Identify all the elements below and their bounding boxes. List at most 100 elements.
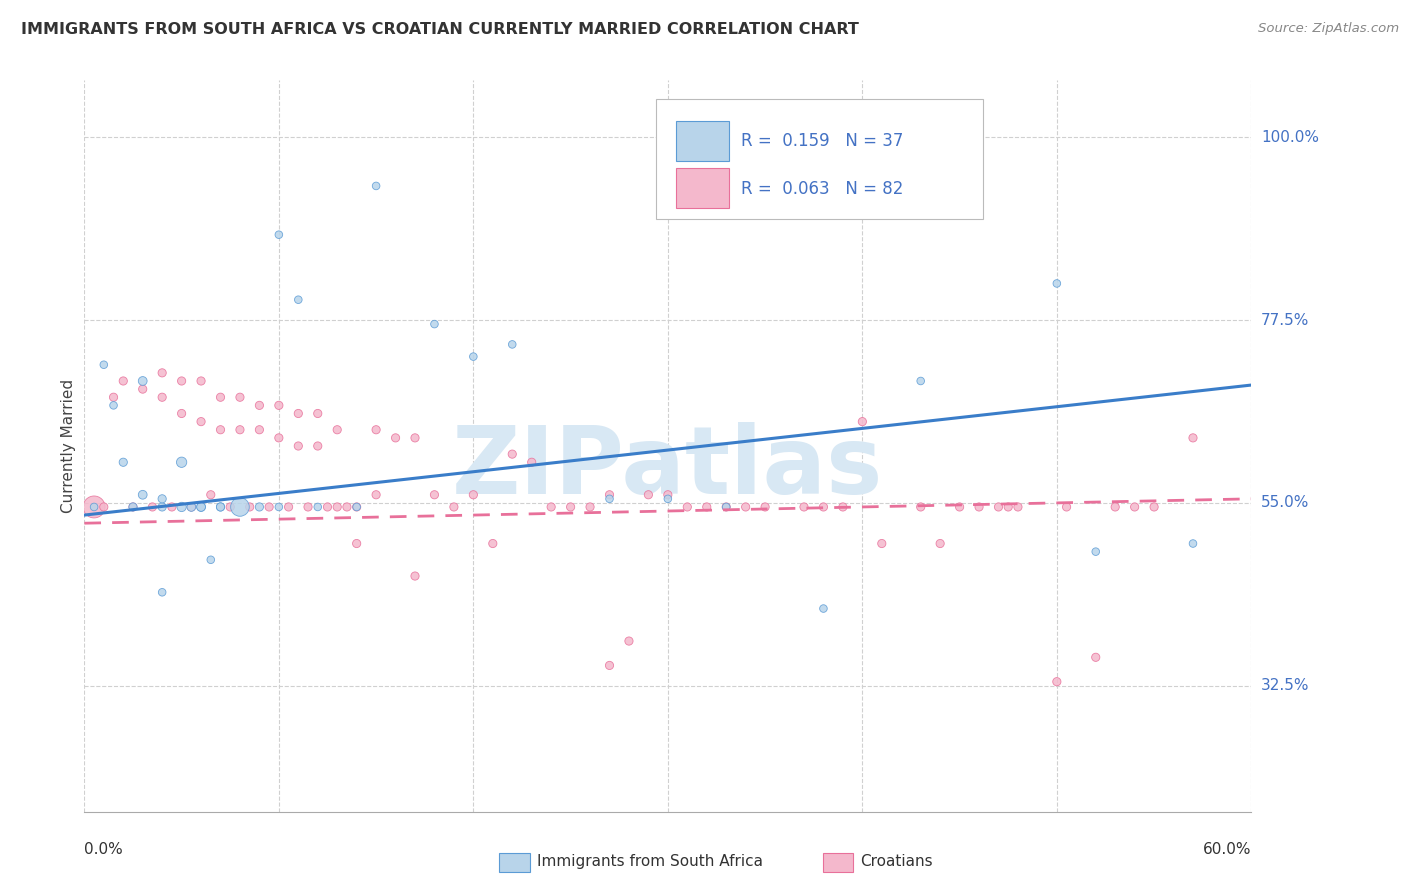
Point: [326, 500, 349, 514]
Point: [200, 553, 222, 567]
Point: [160, 500, 183, 514]
Point: [83, 500, 105, 514]
Text: Source: ZipAtlas.com: Source: ZipAtlas.com: [1258, 22, 1399, 36]
Point: [239, 500, 262, 514]
Point: [229, 423, 252, 437]
Point: [112, 455, 135, 469]
Point: [560, 500, 582, 514]
Text: 100.0%: 100.0%: [1261, 129, 1319, 145]
Point: [404, 569, 426, 583]
Point: [1084, 544, 1107, 558]
Point: [257, 500, 280, 514]
Point: [267, 227, 290, 242]
Point: [307, 439, 329, 453]
Point: [1046, 674, 1069, 689]
Point: [346, 500, 368, 514]
Point: [734, 500, 756, 514]
Point: [657, 491, 679, 506]
Text: R =  0.159   N = 37: R = 0.159 N = 37: [741, 132, 904, 150]
Point: [366, 178, 388, 193]
Point: [190, 500, 212, 514]
Point: [180, 500, 202, 514]
FancyBboxPatch shape: [676, 168, 728, 209]
Point: [170, 407, 193, 421]
Point: [443, 500, 465, 514]
Text: R =  0.063   N = 82: R = 0.063 N = 82: [741, 179, 904, 197]
Point: [150, 390, 173, 404]
Point: [1056, 500, 1078, 514]
Point: [200, 488, 222, 502]
Point: [229, 390, 252, 404]
Point: [93, 500, 115, 514]
Point: [637, 488, 659, 502]
Point: [423, 488, 446, 502]
Y-axis label: Currently Married: Currently Married: [60, 379, 76, 513]
Point: [501, 337, 523, 351]
Point: [93, 358, 115, 372]
Point: [209, 390, 232, 404]
FancyBboxPatch shape: [657, 99, 983, 219]
Point: [122, 500, 145, 514]
Point: [910, 500, 932, 514]
Point: [132, 488, 155, 502]
Point: [1123, 500, 1146, 514]
Point: [287, 293, 309, 307]
Point: [599, 488, 621, 502]
Point: [851, 415, 873, 429]
Point: [247, 423, 270, 437]
Point: [657, 488, 679, 502]
Point: [1104, 500, 1126, 514]
Point: [170, 500, 193, 514]
Point: [617, 634, 640, 648]
Point: [112, 374, 135, 388]
Point: [832, 500, 855, 514]
FancyBboxPatch shape: [676, 120, 728, 161]
Point: [277, 500, 299, 514]
Point: [423, 317, 446, 331]
Text: Croatians: Croatians: [860, 855, 934, 869]
Point: [967, 500, 990, 514]
Point: [150, 500, 173, 514]
Point: [463, 488, 485, 502]
Point: [929, 536, 952, 550]
Point: [132, 374, 155, 388]
Point: [307, 500, 329, 514]
Point: [463, 350, 485, 364]
Point: [190, 415, 212, 429]
Point: [579, 500, 602, 514]
Text: 60.0%: 60.0%: [1204, 842, 1251, 857]
Point: [247, 500, 270, 514]
Point: [307, 407, 329, 421]
Point: [229, 500, 252, 514]
Point: [219, 500, 242, 514]
Point: [599, 491, 621, 506]
Point: [366, 488, 388, 502]
Point: [870, 536, 893, 550]
Point: [170, 455, 193, 469]
Text: 55.0%: 55.0%: [1261, 495, 1309, 510]
Point: [141, 500, 163, 514]
Point: [297, 500, 319, 514]
Point: [209, 500, 232, 514]
Point: [997, 500, 1019, 514]
Point: [287, 407, 309, 421]
Point: [813, 500, 835, 514]
Point: [103, 398, 125, 412]
Point: [209, 423, 232, 437]
Point: [190, 500, 212, 514]
Point: [190, 374, 212, 388]
Point: [716, 500, 738, 514]
Point: [520, 455, 543, 469]
Point: [404, 431, 426, 445]
Text: 0.0%: 0.0%: [84, 842, 124, 857]
Point: [1046, 277, 1069, 291]
Point: [910, 374, 932, 388]
Point: [83, 500, 105, 514]
Point: [754, 500, 776, 514]
Point: [150, 585, 173, 599]
Point: [132, 382, 155, 396]
Point: [696, 500, 718, 514]
Point: [209, 500, 232, 514]
Point: [1181, 536, 1204, 550]
Point: [793, 500, 815, 514]
